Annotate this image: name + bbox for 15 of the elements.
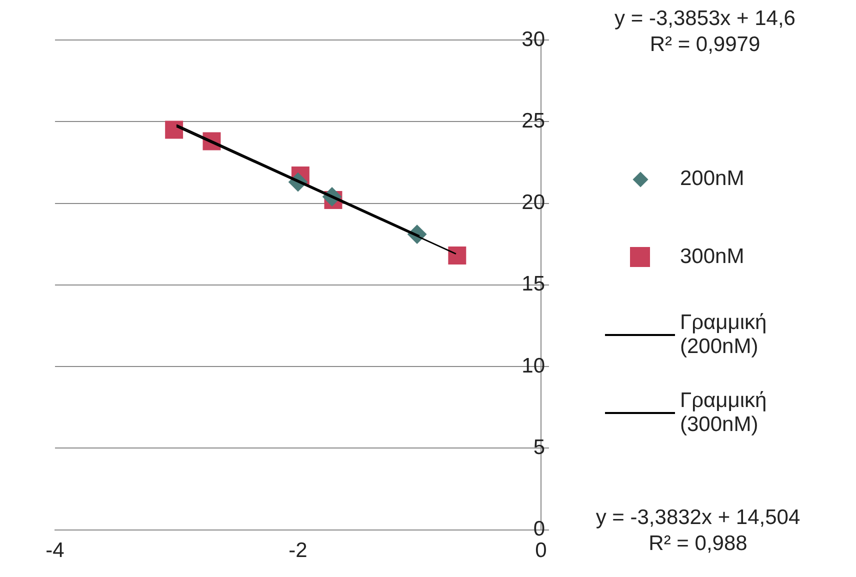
text: y = -3,3832x + 14,504 R² = 0,988 (596, 506, 800, 556)
y-tick-label: 10 (522, 354, 545, 378)
legend-label: Γραμμική (300nM) (680, 389, 768, 437)
legend-label: 300nM (680, 245, 746, 269)
text: y = -3,3853x + 14,6 R² = 0,9979 (614, 6, 796, 58)
y-tick-label: 0 (533, 518, 545, 541)
y-tick-label: 25 (522, 109, 545, 132)
y-tick-label: 20 (522, 191, 545, 214)
legend-label: 200nM (680, 167, 746, 191)
y-tick-label: 15 (522, 272, 545, 296)
x-tick-label: -4 (46, 539, 65, 562)
y-tick-label: 30 (522, 28, 545, 51)
legend-label: Γραμμική (200nM) (680, 311, 768, 359)
x-tick-label: -2 (288, 539, 308, 562)
y-tick-label: 5 (533, 436, 545, 459)
